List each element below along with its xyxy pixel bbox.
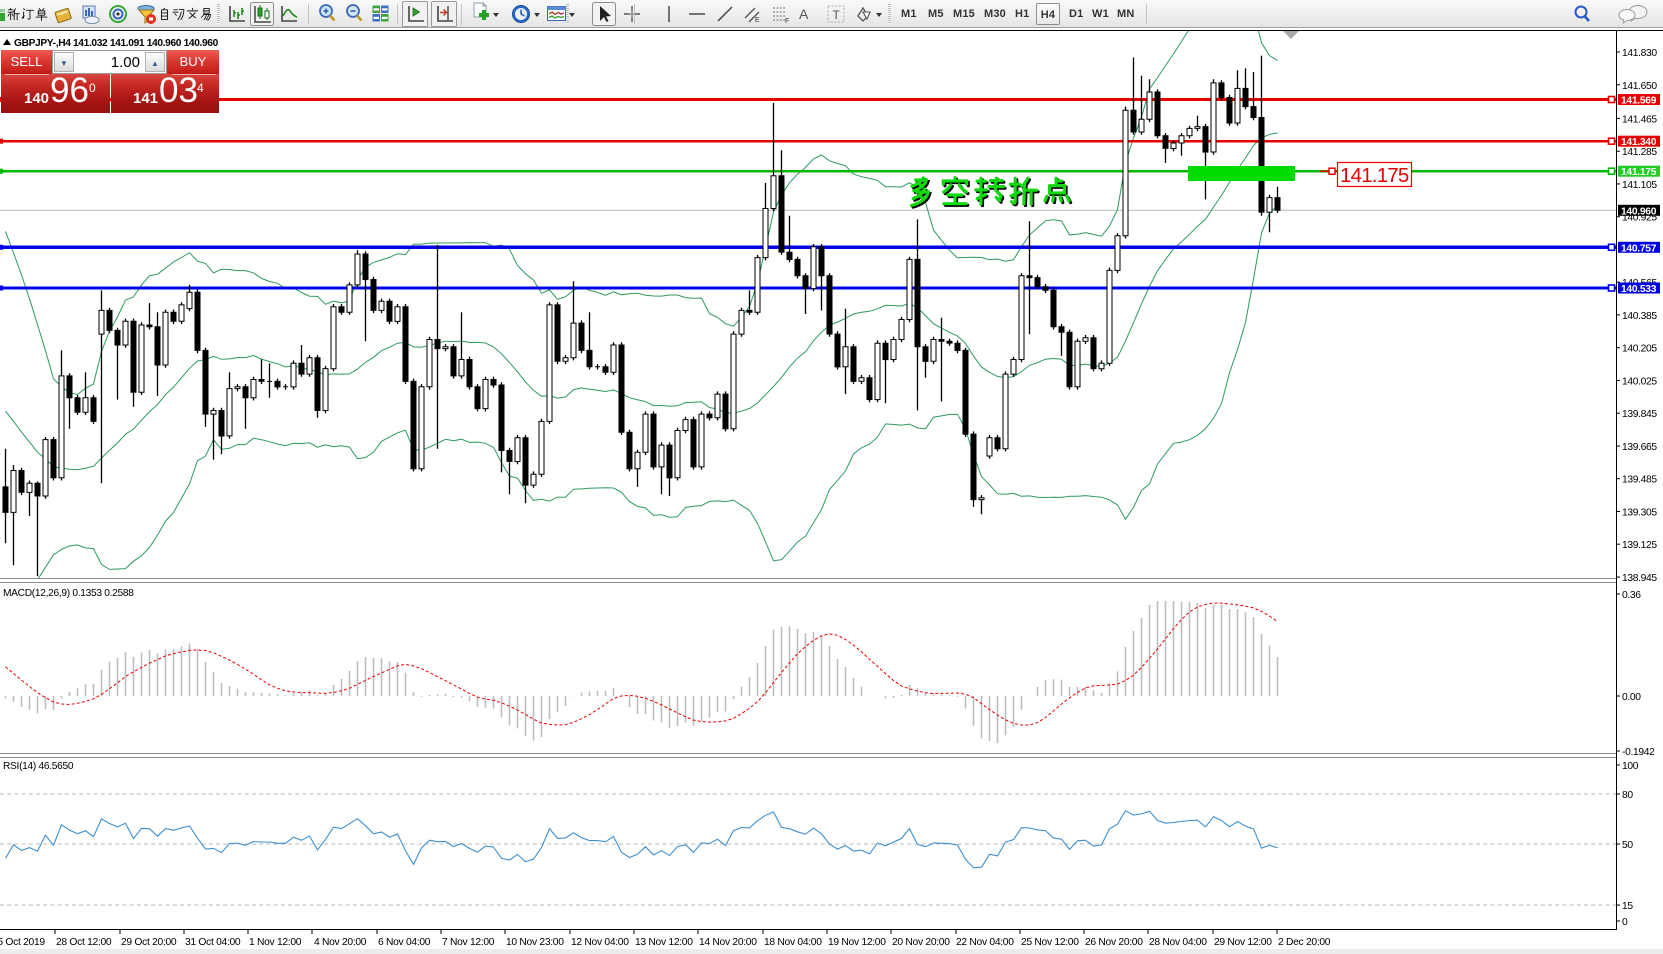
- svg-text:T: T: [833, 8, 841, 22]
- svg-text:19 Nov 12:00: 19 Nov 12:00: [828, 937, 886, 948]
- svg-text:F: F: [785, 18, 789, 24]
- svg-text:GBPJPY-,H4 141.032 141.091 140: GBPJPY-,H4 141.032 141.091 140.960 140.9…: [14, 38, 219, 49]
- svg-text:-0.1942: -0.1942: [1622, 747, 1655, 758]
- svg-text:141.340: 141.340: [1621, 137, 1657, 148]
- svg-text:140.533: 140.533: [1621, 284, 1657, 295]
- svg-text:25 Nov 12:00: 25 Nov 12:00: [1021, 937, 1079, 948]
- svg-text:80: 80: [1622, 790, 1633, 801]
- svg-text:29 Oct 20:00: 29 Oct 20:00: [121, 937, 177, 948]
- svg-text:0.00: 0.00: [1622, 692, 1641, 703]
- svg-text:12 Nov 04:00: 12 Nov 04:00: [571, 937, 629, 948]
- svg-text:141.175: 141.175: [1340, 164, 1409, 187]
- svg-text:140.757: 140.757: [1621, 243, 1657, 254]
- svg-text:141.285: 141.285: [1622, 147, 1657, 158]
- svg-text:139.665: 139.665: [1622, 442, 1657, 453]
- svg-text:14 Nov 20:00: 14 Nov 20:00: [699, 937, 757, 948]
- svg-text:0.36: 0.36: [1622, 590, 1641, 601]
- svg-text:140.960: 140.960: [1621, 206, 1657, 217]
- svg-text:18 Nov 04:00: 18 Nov 04:00: [764, 937, 822, 948]
- svg-text:RSI(14) 46.5650: RSI(14) 46.5650: [3, 761, 74, 772]
- svg-text:141.830: 141.830: [1622, 48, 1657, 59]
- svg-text:141.569: 141.569: [1621, 96, 1657, 107]
- svg-text:2 Dec 20:00: 2 Dec 20:00: [1278, 937, 1331, 948]
- svg-text:31 Oct 04:00: 31 Oct 04:00: [185, 937, 241, 948]
- svg-text:20 Nov 20:00: 20 Nov 20:00: [892, 937, 950, 948]
- svg-text:139.485: 139.485: [1622, 475, 1657, 486]
- svg-text:15: 15: [1622, 901, 1633, 912]
- svg-text:50: 50: [1622, 840, 1633, 851]
- svg-text:141.465: 141.465: [1622, 114, 1657, 125]
- svg-text:141.175: 141.175: [1621, 167, 1657, 178]
- svg-text:140.205: 140.205: [1622, 344, 1657, 355]
- svg-text:139.305: 139.305: [1622, 508, 1657, 519]
- svg-text:139.845: 139.845: [1622, 409, 1657, 420]
- svg-text:6 Nov 04:00: 6 Nov 04:00: [378, 937, 431, 948]
- svg-text:22 Nov 04:00: 22 Nov 04:00: [956, 937, 1014, 948]
- svg-text:7 Nov 12:00: 7 Nov 12:00: [442, 937, 495, 948]
- svg-text:141.650: 141.650: [1622, 81, 1657, 92]
- svg-text:26 Nov 20:00: 26 Nov 20:00: [1085, 937, 1143, 948]
- svg-text:0: 0: [1622, 917, 1628, 928]
- svg-text:100: 100: [1622, 761, 1639, 772]
- svg-text:28 Nov 04:00: 28 Nov 04:00: [1149, 937, 1207, 948]
- svg-text:140.385: 140.385: [1622, 311, 1657, 322]
- svg-text:13 Nov 12:00: 13 Nov 12:00: [635, 937, 693, 948]
- svg-text:4 Nov 20:00: 4 Nov 20:00: [314, 937, 367, 948]
- svg-text:140.025: 140.025: [1622, 377, 1657, 388]
- svg-text:10 Nov 23:00: 10 Nov 23:00: [506, 937, 564, 948]
- svg-text:E: E: [755, 17, 760, 24]
- svg-text:140.925: 140.925: [1622, 213, 1657, 224]
- svg-text:139.125: 139.125: [1622, 540, 1657, 551]
- svg-text:138.945: 138.945: [1622, 573, 1657, 584]
- svg-text:MACD(12,26,9) 0.1353 0.2588: MACD(12,26,9) 0.1353 0.2588: [3, 588, 134, 599]
- svg-text:141.105: 141.105: [1622, 180, 1657, 191]
- svg-text:25 Oct 2019: 25 Oct 2019: [0, 937, 45, 948]
- svg-text:29 Nov 12:00: 29 Nov 12:00: [1214, 937, 1272, 948]
- svg-text:28 Oct 12:00: 28 Oct 12:00: [56, 937, 112, 948]
- svg-text:1 Nov 12:00: 1 Nov 12:00: [249, 937, 302, 948]
